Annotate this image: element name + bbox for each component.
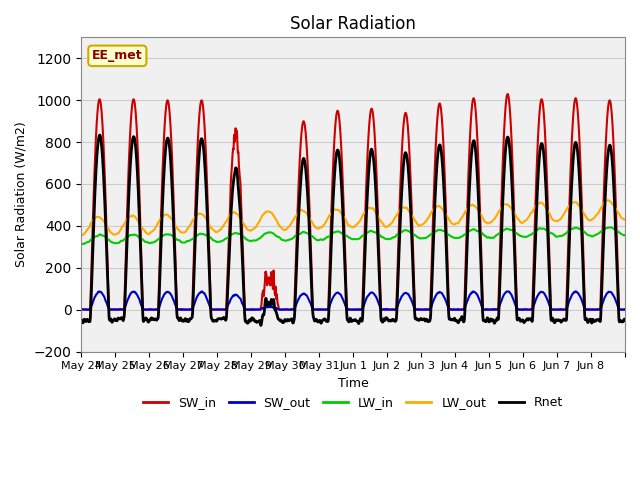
LW_in [517, 233, 525, 239]
LW_out [78, 232, 86, 238]
SW_in [548, 307, 556, 312]
SW_in [249, 307, 257, 312]
LW_out [249, 226, 257, 232]
Rnet [96, 132, 104, 138]
LW_in [386, 236, 394, 242]
LW_out [386, 222, 394, 228]
LW_in [607, 225, 615, 230]
SW_out [143, 307, 151, 312]
LW_in [621, 232, 629, 238]
Rnet [77, 318, 85, 324]
Rnet [548, 317, 556, 323]
LW_out [604, 197, 612, 203]
LW_in [132, 232, 140, 238]
LW_out [517, 219, 525, 225]
SW_in [517, 307, 525, 312]
SW_in [614, 255, 621, 261]
SW_in [621, 307, 629, 312]
Rnet [621, 317, 629, 323]
SW_out [386, 307, 394, 312]
LW_out [77, 232, 85, 238]
SW_out [469, 288, 477, 294]
Title: Solar Radiation: Solar Radiation [290, 15, 416, 33]
X-axis label: Time: Time [338, 377, 369, 390]
SW_in [77, 307, 85, 312]
LW_out [548, 215, 556, 221]
LW_out [621, 217, 629, 223]
SW_out [614, 303, 621, 309]
Line: SW_out: SW_out [81, 291, 625, 310]
Rnet [517, 318, 525, 324]
Rnet [614, 286, 621, 292]
Legend: SW_in, SW_out, LW_in, LW_out, Rnet: SW_in, SW_out, LW_in, LW_out, Rnet [138, 391, 568, 414]
Rnet [132, 145, 140, 151]
SW_out [548, 307, 556, 312]
Rnet [257, 323, 265, 328]
SW_out [621, 306, 629, 312]
LW_out [132, 215, 140, 220]
Text: EE_met: EE_met [92, 49, 143, 62]
LW_out [614, 209, 621, 215]
SW_out [77, 306, 85, 312]
Line: Rnet: Rnet [81, 135, 625, 325]
Rnet [386, 317, 394, 323]
SW_in [386, 307, 394, 312]
Line: LW_out: LW_out [81, 200, 625, 235]
LW_in [614, 228, 621, 234]
LW_in [79, 241, 86, 247]
SW_in [132, 107, 140, 113]
SW_out [249, 307, 257, 312]
SW_out [517, 307, 525, 312]
Line: SW_in: SW_in [81, 94, 625, 310]
LW_in [249, 238, 257, 243]
LW_in [548, 230, 556, 236]
SW_out [132, 289, 140, 295]
Y-axis label: Solar Radiation (W/m2): Solar Radiation (W/m2) [15, 121, 28, 267]
SW_in [504, 91, 511, 97]
Line: LW_in: LW_in [81, 228, 625, 244]
Rnet [249, 316, 257, 322]
LW_in [77, 241, 85, 247]
